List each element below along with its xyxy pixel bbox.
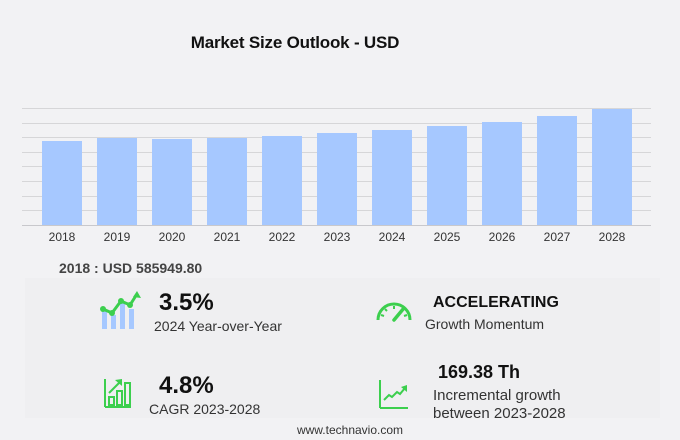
yoy-stat: 3.5% 2024 Year-over-Year: [154, 289, 282, 335]
bar-2025[interactable]: [427, 126, 467, 225]
bar-2019[interactable]: [97, 138, 137, 225]
x-tick-label: 2019: [103, 230, 131, 244]
x-tick-label: 2027: [543, 230, 571, 244]
gridline: [22, 108, 651, 109]
x-tick-label: 2028: [598, 230, 626, 244]
cagr-value: 4.8%: [159, 372, 214, 399]
momentum-value: ACCELERATING: [433, 294, 559, 311]
x-tick-label: 2022: [268, 230, 296, 244]
bar-2022[interactable]: [262, 136, 302, 225]
bar-2023[interactable]: [317, 133, 357, 225]
x-tick-label: 2023: [323, 230, 351, 244]
cagr-stat: 4.8% CAGR 2023-2028: [149, 372, 260, 418]
x-tick-label: 2018: [48, 230, 76, 244]
speedometer-icon: [376, 302, 412, 322]
source-link[interactable]: www.technavio.com: [296, 423, 404, 437]
bar-2024[interactable]: [372, 130, 412, 225]
x-tick-label: 2026: [488, 230, 516, 244]
x-axis-baseline: [22, 225, 651, 226]
growth-chart-icon: [100, 291, 141, 329]
incremental-stat: 169.38 Th Incremental growth between 202…: [433, 360, 566, 423]
x-tick-label: 2024: [378, 230, 406, 244]
incremental-label-line1: Incremental growth: [433, 387, 561, 404]
incremental-value: 169.38 Th: [438, 362, 521, 382]
bar-2026[interactable]: [482, 122, 522, 225]
x-tick-label: 2020: [158, 230, 186, 244]
bar-chart-arrow-icon: [104, 379, 131, 408]
bar-2021[interactable]: [207, 138, 247, 225]
yoy-label: 2024 Year-over-Year: [154, 318, 282, 334]
gridline: [22, 123, 651, 124]
momentum-stat: ACCELERATING Growth Momentum: [425, 293, 559, 333]
base-year-value: 2018 : USD 585949.80: [59, 260, 203, 276]
incremental-label-line2: between 2023-2028: [433, 405, 566, 422]
momentum-label: Growth Momentum: [425, 316, 545, 332]
bar-2027[interactable]: [537, 116, 577, 225]
x-tick-label: 2025: [433, 230, 461, 244]
bar-2028[interactable]: [592, 109, 632, 225]
x-tick-label: 2021: [213, 230, 241, 244]
cagr-label: CAGR 2023-2028: [149, 401, 261, 417]
bar-2020[interactable]: [152, 139, 192, 225]
bar-chart: 2018 2019 2020 2021 2022 2023 2024 2025 2026 2027…: [22, 100, 652, 250]
chart-title: Market Size Outlook - USD: [190, 33, 400, 52]
yoy-value: 3.5%: [159, 289, 214, 316]
trend-line-icon: [379, 380, 408, 409]
bar-2018[interactable]: [42, 141, 82, 225]
